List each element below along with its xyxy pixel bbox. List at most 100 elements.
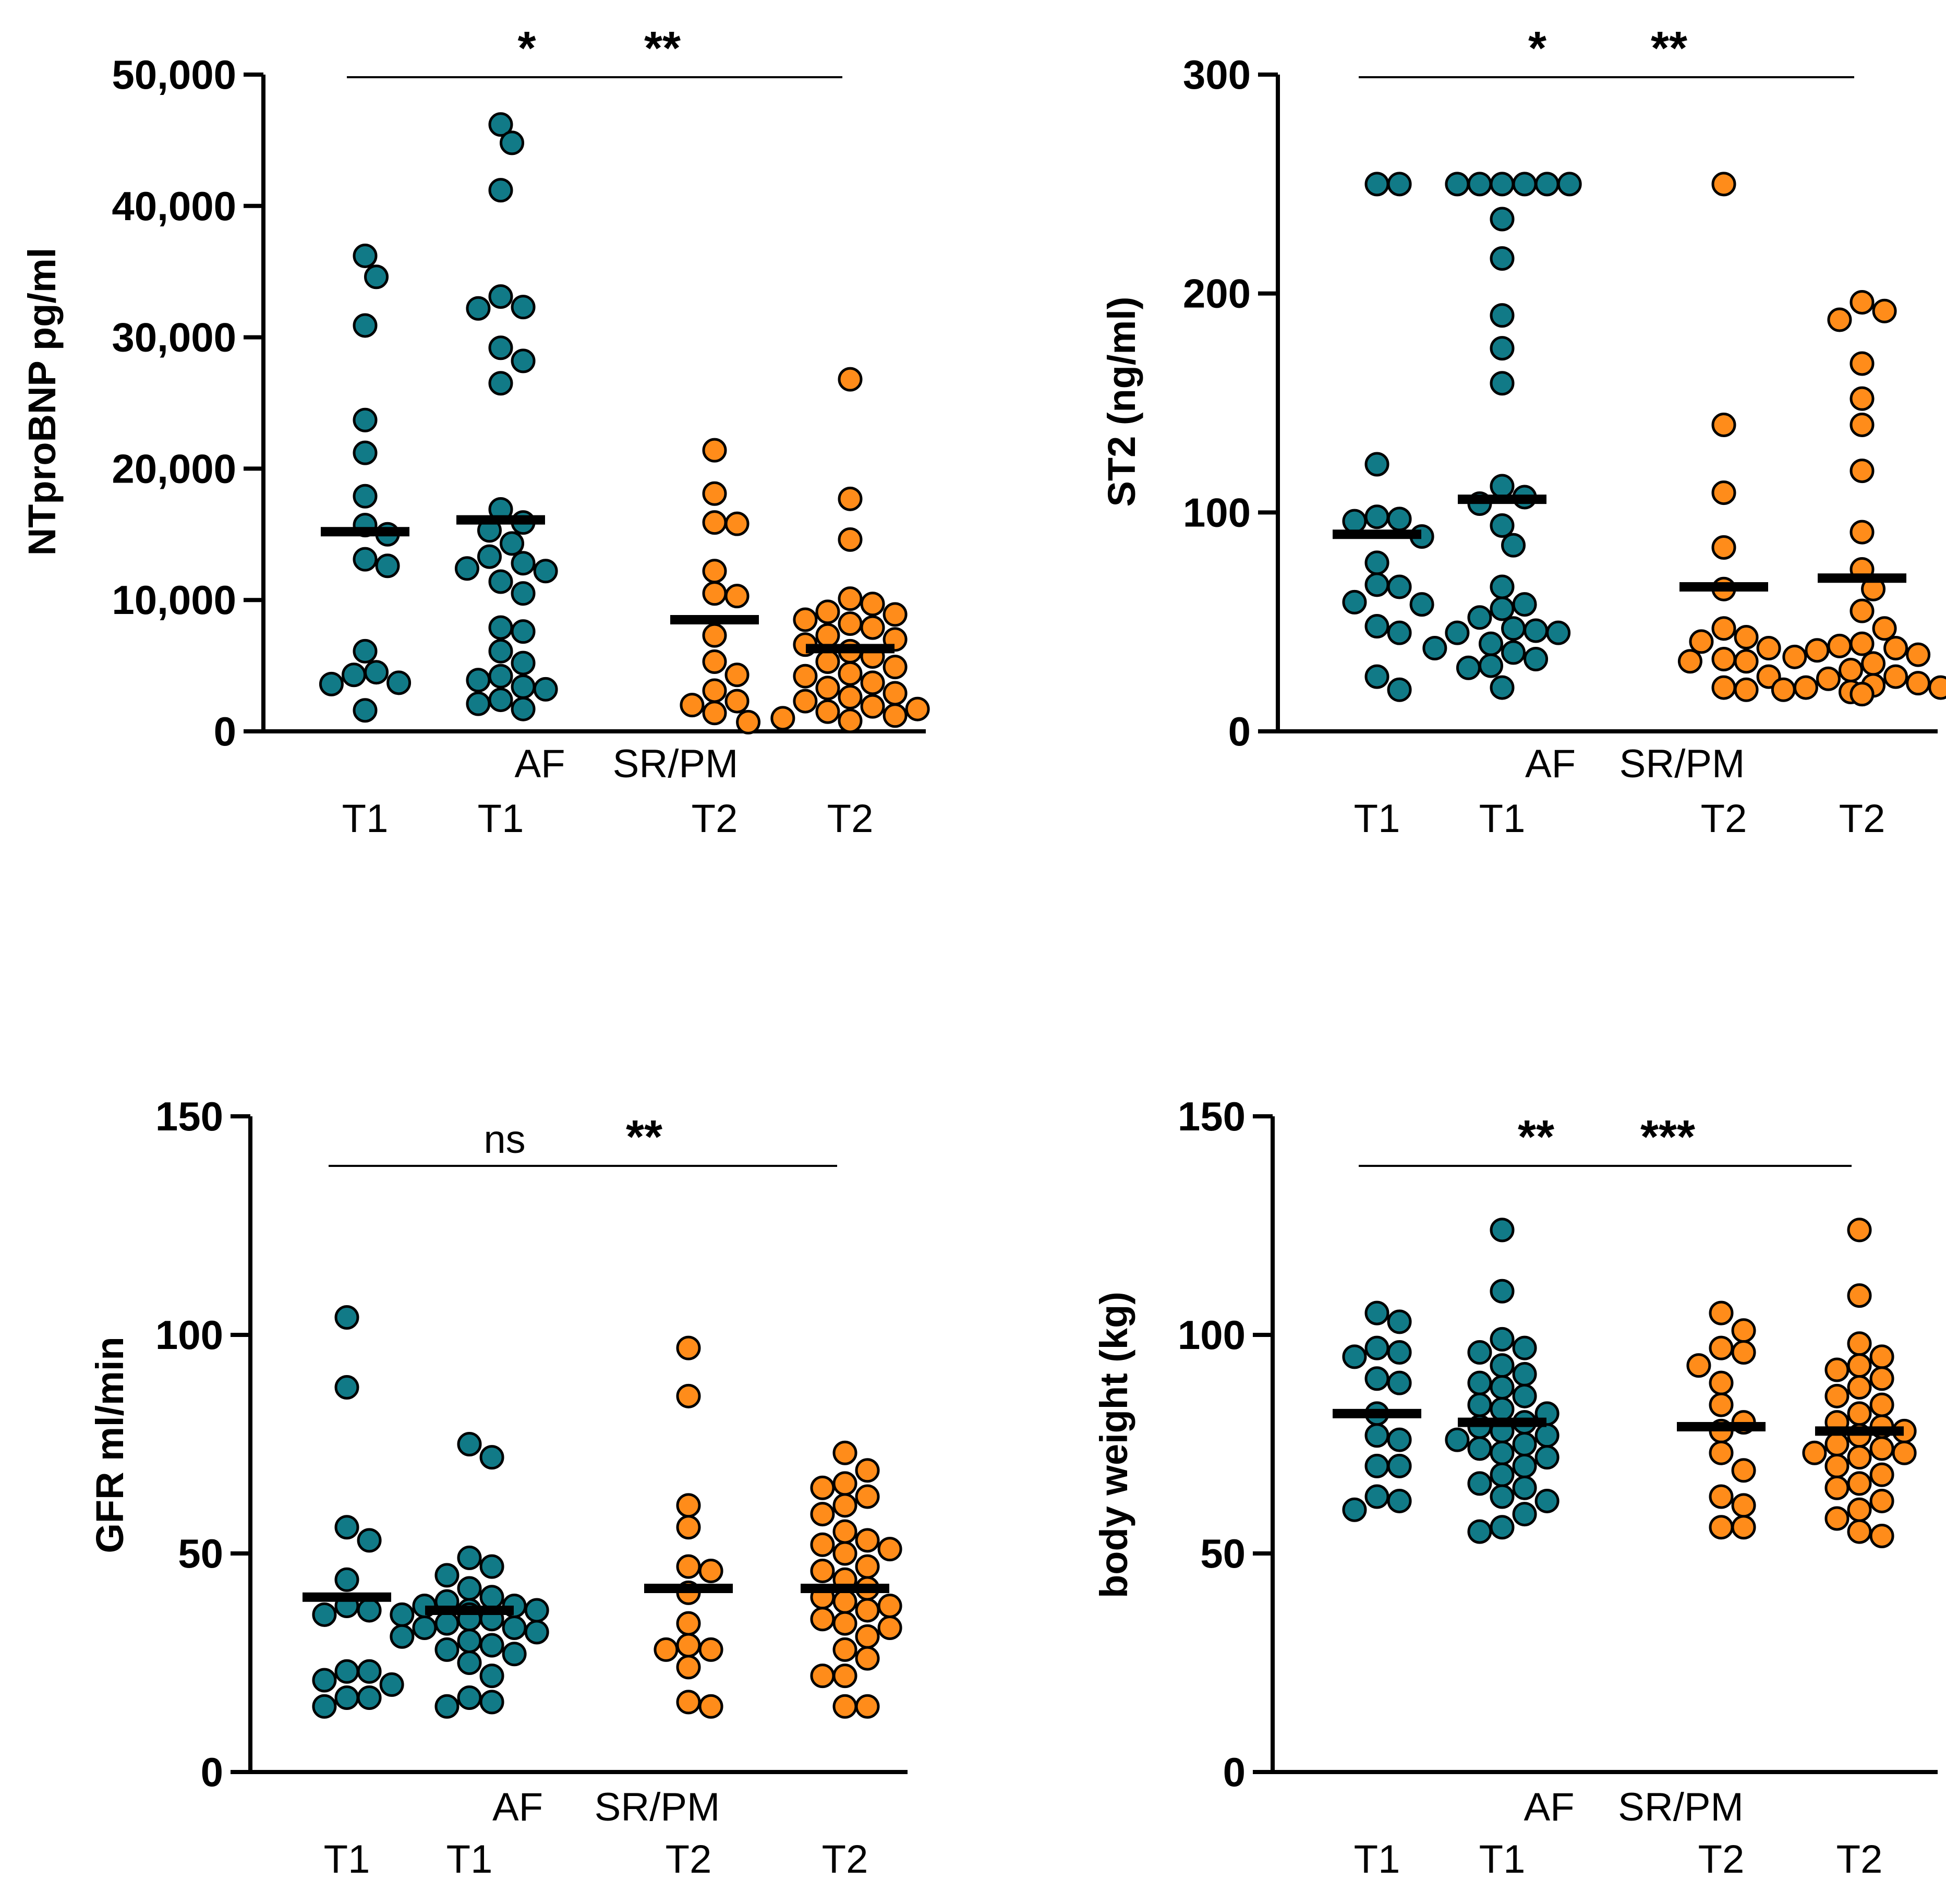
data-point-t2 [855,1528,880,1553]
time-label: T2 [1839,797,1885,841]
data-point-t2 [1709,1440,1734,1465]
data-point-t1 [1364,1300,1389,1325]
data-point-t1 [466,296,491,321]
chart-panel-4: 0 50 100 150 body weight (kg) AF T1 T2 ** SR/PM T1… [1092,1093,1938,1882]
data-point-t1 [457,1432,482,1456]
data-point-t2 [1847,1375,1872,1400]
data-point-t1 [1364,1366,1389,1391]
y-axis-title: NTproBNP pg/ml [20,248,64,556]
y-tick-label: 200 [1183,271,1251,317]
data-point-t2 [1850,386,1875,411]
data-point-t2 [698,1559,723,1584]
data-point-t1 [1512,1502,1537,1527]
data-point-t1 [312,1694,337,1719]
data-point-t1 [1534,172,1560,197]
data-point-t1 [524,1620,549,1645]
data-point-t2 [702,510,727,535]
data-point-t2 [815,599,840,624]
data-point-t1 [477,544,502,569]
y-tick-label: 100 [1178,1312,1246,1358]
data-point-t1 [357,1528,382,1553]
data-point-t2 [676,1611,701,1636]
y-tick-label: 0 [214,708,236,754]
data-point-t2 [676,1335,701,1360]
data-point-t2 [654,1637,679,1662]
data-point-t2 [832,1611,857,1636]
time-label: T1 [478,797,524,841]
data-point-t1 [1456,655,1481,680]
time-label: T2 [1836,1837,1883,1882]
data-point-t1 [1512,592,1537,617]
data-point-t2 [1711,616,1736,641]
data-point-t1 [353,547,378,572]
data-point-t1 [1512,1335,1537,1360]
data-point-t1 [1342,1344,1367,1369]
data-point-t2 [810,1607,835,1632]
data-point-t2 [1734,625,1759,650]
significance-label: ** [1518,1111,1554,1163]
data-point-t1 [434,1563,460,1588]
data-point-t1 [334,1567,359,1592]
data-point-t2 [1686,1353,1711,1378]
data-point-t1 [1490,1375,1515,1400]
data-point-t1 [1490,371,1515,396]
data-point-t1 [1364,614,1389,639]
data-point-t2 [676,1493,701,1518]
group-label: SR/PM [595,1785,720,1829]
y-tick-label: 300 [1183,52,1251,98]
data-point-t1 [488,371,513,396]
time-label: T2 [822,1837,868,1882]
y-tick-label: 30,000 [112,315,236,360]
data-point-t2 [1824,1357,1850,1382]
data-point-t2 [860,615,885,640]
data-point-t1 [1364,1484,1389,1509]
data-point-t2 [1869,1488,1894,1513]
time-label: T2 [1698,1837,1745,1882]
data-point-t1 [434,1694,460,1719]
data-point-t1 [1490,1462,1515,1487]
data-point-t1 [1445,1427,1470,1452]
data-point-t1 [1387,172,1412,197]
data-point-t1 [1490,574,1515,599]
data-point-t2 [1892,1440,1917,1465]
data-point-t1 [1387,1453,1412,1478]
data-point-t1 [488,112,513,137]
data-point-t1 [1364,572,1389,597]
data-point-t1 [386,670,412,695]
data-point-t2 [883,681,908,706]
data-point-t1 [353,313,378,338]
data-point-t2 [1869,1392,1894,1417]
data-point-t2 [832,1589,857,1614]
data-point-t2 [1731,1458,1756,1483]
data-point-t1 [1445,172,1470,197]
data-point-t2 [1731,1493,1756,1518]
data-point-t1 [334,1685,359,1710]
data-point-t2 [1824,1506,1850,1531]
data-point-t1 [511,696,536,721]
data-point-t2 [1869,1344,1894,1369]
time-label: T1 [1354,1837,1400,1882]
data-point-t2 [838,708,863,733]
data-point-t2 [676,1633,701,1658]
data-point-t1 [533,677,558,702]
data-point-t2 [1711,480,1736,505]
y-tick-label: 10,000 [112,577,236,623]
data-point-t1 [488,638,513,664]
data-point-t1 [1364,1335,1389,1360]
data-point-t1 [1490,1396,1515,1421]
data-point-t2 [1869,1436,1894,1461]
data-point-t1 [1409,592,1434,617]
data-point-t2 [832,1493,857,1518]
data-point-t1 [1490,207,1515,232]
data-point-t2 [1872,616,1897,641]
data-point-t2 [1711,675,1736,700]
data-point-t1 [1490,1515,1515,1540]
data-point-t2 [1850,290,1875,315]
data-point-t2 [832,1440,857,1465]
data-point-t1 [353,484,378,509]
data-point-t1 [488,664,513,689]
data-point-t2 [1805,638,1830,663]
data-point-t2 [832,1541,857,1566]
data-point-t1 [457,1685,482,1710]
group-label: SR/PM [1618,1785,1744,1829]
